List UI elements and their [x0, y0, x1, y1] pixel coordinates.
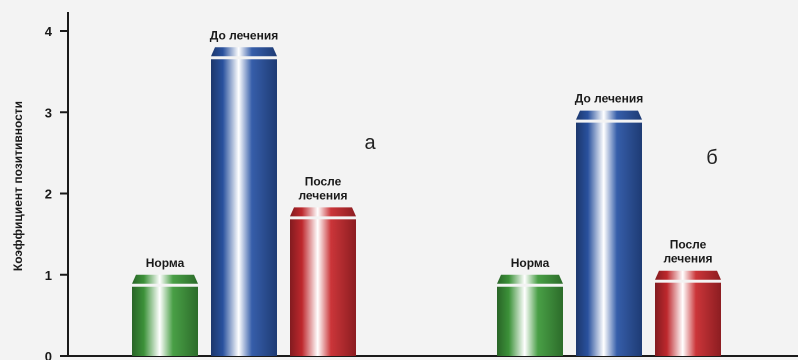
bar-cap: [576, 110, 642, 120]
bar: [132, 274, 198, 356]
bar: [576, 110, 642, 356]
bar: [655, 270, 721, 356]
bar: [211, 47, 277, 356]
bar-label: После: [305, 174, 342, 188]
panel-letter: а: [364, 132, 376, 154]
bar-body: [655, 282, 721, 356]
y-tick-label: 0: [45, 349, 52, 360]
panel-letters: аб: [364, 132, 717, 169]
bar-label: Норма: [511, 256, 550, 270]
bar-body: [290, 219, 356, 356]
bar-cap: [655, 270, 721, 280]
bar-label: После: [670, 238, 707, 252]
bar-cap: [290, 207, 356, 217]
bar-label: До лечения: [210, 28, 278, 42]
bar: [290, 207, 356, 356]
bar-label: лечения: [663, 252, 712, 266]
y-tick-label: 4: [45, 24, 53, 39]
bar-body: [132, 286, 198, 356]
bars: [132, 47, 721, 356]
y-ticks: 0 1 2 3 4: [45, 24, 68, 360]
bar-body: [497, 286, 563, 356]
bar: [497, 274, 563, 356]
bar-cap: [497, 274, 563, 284]
bar-cap: [211, 47, 277, 57]
bar-label: лечения: [298, 188, 347, 202]
bar-cap: [132, 274, 198, 284]
panel-letter: б: [706, 147, 717, 169]
bar-label: Норма: [146, 256, 185, 270]
bar-label: До лечения: [575, 92, 643, 106]
y-axis-title: Коэффициент позитивности: [11, 101, 25, 271]
bar-body: [211, 59, 277, 356]
y-tick-label: 1: [45, 268, 52, 283]
y-tick-label: 3: [45, 105, 52, 120]
y-tick-label: 2: [45, 187, 52, 202]
bar-body: [576, 122, 642, 356]
